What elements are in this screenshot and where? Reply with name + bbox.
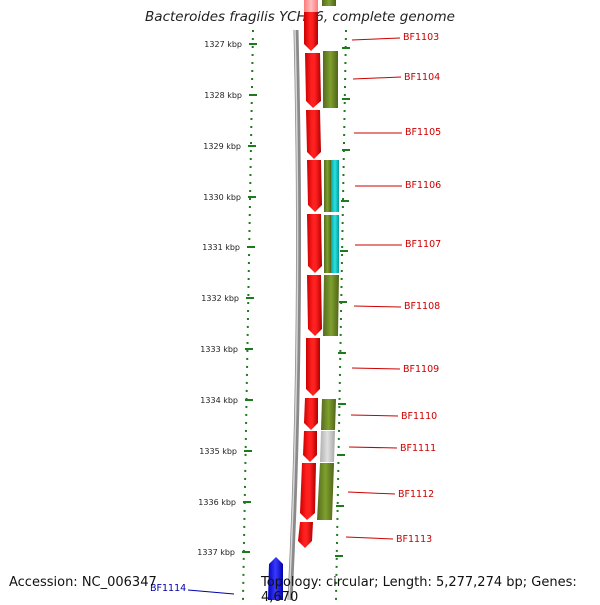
gene-arrow-bf1113[interactable]: [298, 522, 313, 548]
cog-box-bf1110: [321, 399, 336, 430]
gene-label-bf1105[interactable]: BF1105: [405, 127, 441, 138]
gene-arrow-bf1108[interactable]: [307, 275, 322, 336]
gene-label-bf1114[interactable]: BF1114: [150, 583, 186, 594]
ruler-tick-label: 1337 kbp: [197, 548, 235, 557]
gene-arrow-bf1111[interactable]: [303, 431, 317, 462]
leader-bf1110: [350, 414, 399, 417]
map-title: Bacteroides fragilis YCH46, complete gen…: [145, 9, 455, 25]
gene-arrow-bf1109[interactable]: [306, 338, 320, 396]
gene-label-bf1113[interactable]: BF1113: [396, 534, 432, 545]
gene-arrow-bf1114[interactable]: [268, 557, 283, 600]
gene-arrow-bf1105[interactable]: [306, 110, 321, 159]
leader-bf1109: [351, 367, 401, 370]
ruler-tick-label: 1332 kbp: [201, 294, 239, 303]
gene-label-bf1110[interactable]: BF1110: [401, 411, 437, 422]
ruler-tick-label: 1334 kbp: [200, 396, 238, 405]
gene-label-bf1108[interactable]: BF1108: [404, 301, 440, 312]
leader-bf1103: [351, 37, 401, 41]
cog-box-bf1103: [322, 0, 336, 6]
accession-text: Accession: NC_006347: [9, 575, 157, 590]
gene-label-bf1106[interactable]: BF1106: [405, 180, 441, 191]
ruler-tick-label: 1327 kbp: [204, 40, 242, 49]
gene-arrow-bf1103-top: [304, 0, 318, 12]
cog-box-bf1107-cyan: [331, 215, 339, 273]
left-guide-line: [242, 29, 254, 600]
cog-box-bf1111: [320, 431, 335, 462]
leader-bf1113: [345, 536, 394, 540]
leader-bf1114: [187, 589, 235, 595]
leader-bf1104: [352, 76, 402, 80]
gene-label-bf1107[interactable]: BF1107: [405, 239, 441, 250]
cog-box-bf1107-green: [324, 215, 331, 273]
ruler-tick-label: 1331 kbp: [202, 243, 240, 252]
ruler-tick-label: 1335 kbp: [199, 447, 237, 456]
leader-bf1111: [348, 446, 398, 449]
gene-arrow-bf1103[interactable]: [304, 0, 318, 51]
ruler-tick-label: 1336 kbp: [198, 498, 236, 507]
backbone-line: [287, 29, 301, 600]
gene-arrow-bf1104[interactable]: [305, 53, 321, 108]
backbone-highlight: [288, 29, 299, 600]
ruler-tick-label: 1333 kbp: [200, 345, 238, 354]
leader-bf1112: [347, 491, 396, 495]
gene-arrow-bf1112[interactable]: [300, 463, 316, 520]
genome-summary-text: Topology: circular; Length: 5,277,274 bp…: [261, 575, 577, 605]
gene-label-bf1112[interactable]: BF1112: [398, 489, 434, 500]
cog-box-bf1106-green: [324, 160, 331, 212]
gene-label-bf1103[interactable]: BF1103: [403, 32, 439, 43]
ruler-tick-label: 1329 kbp: [203, 142, 241, 151]
cog-box-bf1108: [323, 275, 339, 336]
gene-arrow-bf1110[interactable]: [304, 398, 318, 430]
gene-arrow-bf1106[interactable]: [307, 160, 322, 212]
ruler-tick-label: 1330 kbp: [203, 193, 241, 202]
leader-bf1108: [353, 305, 402, 308]
ruler-tick-label: 1328 kbp: [204, 91, 242, 100]
cog-box-bf1112: [317, 463, 334, 520]
gene-label-bf1111[interactable]: BF1111: [400, 443, 436, 454]
gene-label-bf1104[interactable]: BF1104: [404, 72, 440, 83]
cog-box-bf1104: [323, 51, 338, 108]
cog-box-bf1106-cyan: [331, 160, 339, 212]
gene-label-bf1109[interactable]: BF1109: [403, 364, 439, 375]
gene-arrow-bf1107[interactable]: [307, 214, 322, 273]
